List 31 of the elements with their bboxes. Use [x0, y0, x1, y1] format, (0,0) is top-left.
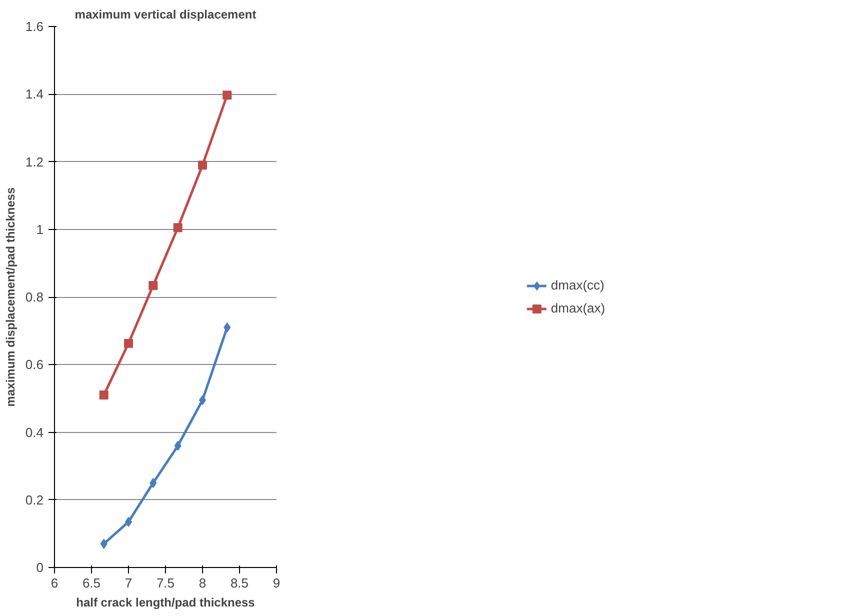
- x-tick-label: 7: [124, 576, 132, 590]
- x-tick-label: 8: [198, 576, 206, 590]
- legend-label: dmax(cc): [550, 278, 604, 292]
- y-tick-label: 1.2: [25, 154, 44, 170]
- y-axis-title: maximum displacement/pad thickness: [3, 186, 18, 407]
- x-axis-title: half crack length/pad thickness: [76, 596, 256, 610]
- x-tick-label: 9: [272, 576, 280, 590]
- y-tick-label: 1.6: [25, 19, 44, 34]
- chart-title: maximum vertical displacement: [74, 8, 256, 22]
- y-tick-label: 1.4: [25, 86, 44, 102]
- point: [99, 390, 108, 400]
- y-tick-label: 0.8: [25, 290, 44, 304]
- point: [148, 281, 158, 290]
- y-tick-label: 0.4: [25, 424, 44, 440]
- point: [124, 338, 133, 348]
- point: [100, 538, 108, 549]
- x-tick-label: 8.5: [230, 576, 249, 590]
- x-tick-label: 6.5: [82, 576, 101, 590]
- y-tick-label: 0.6: [25, 357, 44, 372]
- legend-label: dmax(ax): [550, 300, 606, 316]
- x-tick-label: 7.5: [156, 576, 175, 590]
- point: [198, 160, 207, 170]
- point: [150, 478, 157, 488]
- y-tick-label: 0.2: [25, 492, 44, 508]
- point: [224, 322, 231, 332]
- point: [222, 90, 232, 100]
- point: [173, 223, 182, 232]
- x-tick-label: 6: [50, 576, 58, 590]
- point: [174, 440, 182, 451]
- y-tick-label: 1: [36, 222, 44, 237]
- y-tick-label: 0: [36, 560, 44, 575]
